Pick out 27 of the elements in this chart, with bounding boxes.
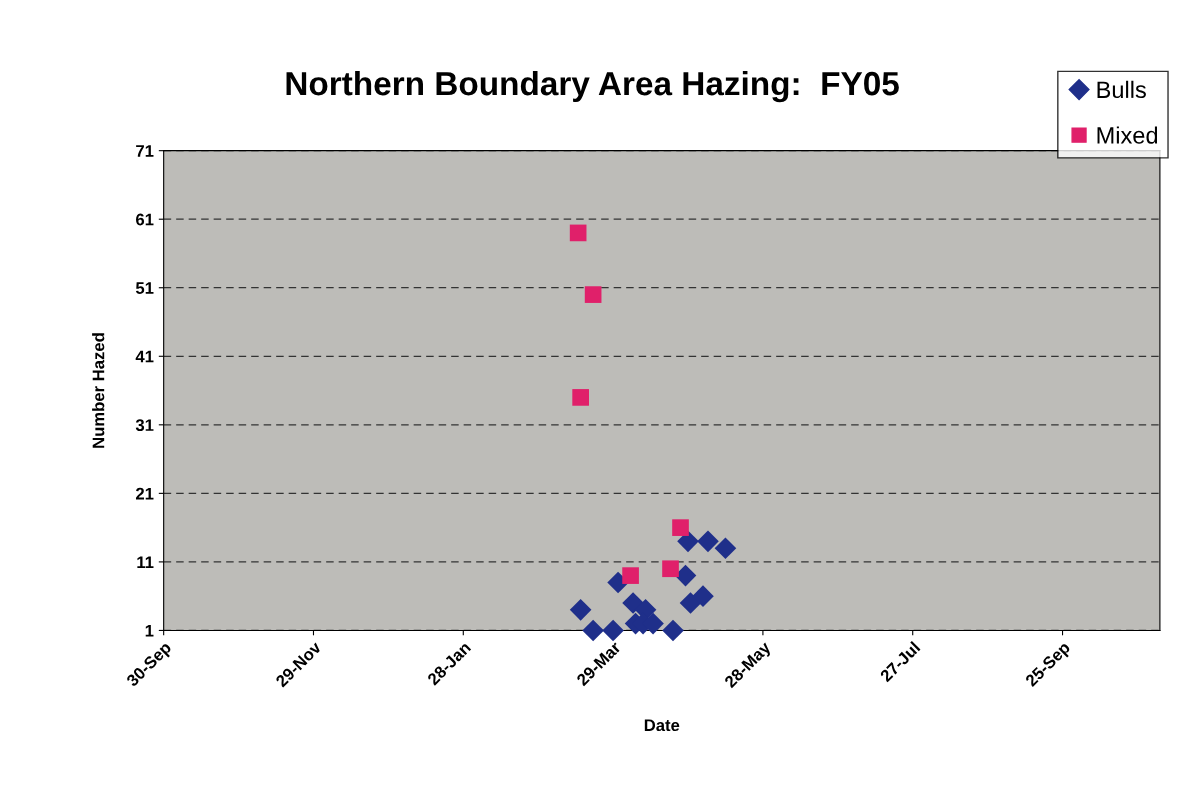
legend-label: Bulls	[1097, 80, 1146, 99]
point	[714, 537, 737, 559]
x-axis-title: Date	[644, 719, 680, 732]
y-tick-label: 31	[135, 419, 154, 432]
y-tick-label: 71	[136, 145, 154, 157]
point	[584, 286, 602, 303]
point	[672, 519, 689, 536]
point	[572, 389, 589, 406]
y-tick-label: 11	[137, 556, 154, 568]
y-tick-label: 61	[136, 213, 154, 226]
point	[569, 224, 587, 242]
y-tick-label: 1	[145, 625, 154, 637]
chart-title: Northern Boundary Area Hazing: FY05	[286, 70, 899, 103]
legend-label: Mixed	[1097, 126, 1158, 144]
point	[692, 585, 714, 607]
point	[679, 592, 702, 614]
point	[582, 619, 604, 642]
point	[569, 599, 592, 621]
y-tick-label: 51	[135, 282, 154, 294]
y-tick-label: 21	[135, 487, 154, 500]
point	[662, 619, 684, 642]
y-axis-title: Number Hazed	[92, 333, 105, 448]
point	[697, 530, 719, 553]
y-tick-label: 41	[135, 350, 154, 363]
point	[622, 567, 639, 584]
point	[662, 560, 679, 578]
point	[602, 619, 624, 642]
